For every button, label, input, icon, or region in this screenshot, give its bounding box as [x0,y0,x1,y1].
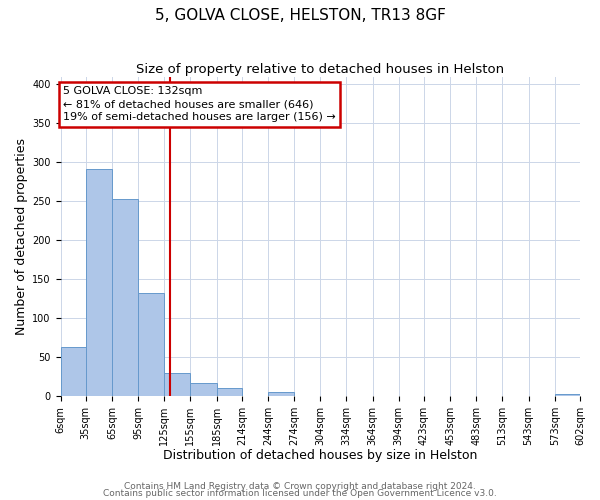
Title: Size of property relative to detached houses in Helston: Size of property relative to detached ho… [136,62,505,76]
Bar [61,347,86,396]
Bar [112,199,138,396]
Text: Contains HM Land Registry data © Crown copyright and database right 2024.: Contains HM Land Registry data © Crown c… [124,482,476,491]
Bar [86,168,112,396]
Text: 5 GOLVA CLOSE: 132sqm
← 81% of detached houses are smaller (646)
19% of semi-det: 5 GOLVA CLOSE: 132sqm ← 81% of detached … [63,86,336,122]
Y-axis label: Number of detached properties: Number of detached properties [15,138,28,335]
X-axis label: Distribution of detached houses by size in Helston: Distribution of detached houses by size … [163,450,478,462]
Bar [268,392,294,396]
Bar [138,292,164,396]
Bar [217,388,242,396]
Text: 5, GOLVA CLOSE, HELSTON, TR13 8GF: 5, GOLVA CLOSE, HELSTON, TR13 8GF [155,8,445,22]
Bar [555,394,580,396]
Text: Contains public sector information licensed under the Open Government Licence v3: Contains public sector information licen… [103,490,497,498]
Bar [164,373,190,396]
Bar [190,383,217,396]
